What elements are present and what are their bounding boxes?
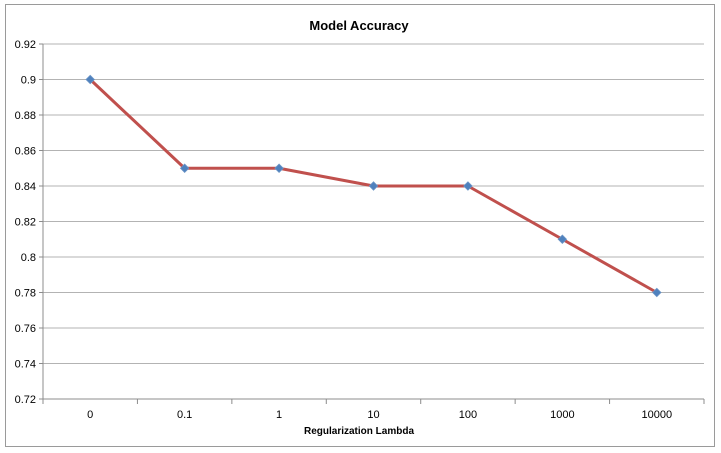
data-point-marker [368, 181, 379, 191]
gridlines [43, 43, 704, 364]
x-tick-label: 0.1 [177, 409, 192, 421]
x-tick-label: 100 [459, 409, 477, 421]
x-tick-label: 10000 [641, 409, 672, 421]
x-tick-label: 10 [367, 409, 379, 421]
y-tick-labels: 0.72 0.74 0.76 0.78 0.8 0.82 0.84 0.86 0.88 0.9 0.… [15, 39, 36, 406]
line-chart: Model Accuracy 0.720.740.760.780.80.820.… [15, 18, 705, 437]
y-tick-label: 0.9 [21, 75, 36, 87]
x-tick-label: 1000 [550, 409, 574, 421]
data-point-marker [463, 181, 473, 191]
y-tick-label: 0.88 [15, 110, 36, 122]
y-tick-label: 0.82 [15, 217, 36, 229]
y-tick-label: 0.92 [15, 39, 36, 51]
chart-title: Model Accuracy [309, 18, 409, 33]
chart-frame: Model Accuracy 0.72 0.74 0.76 0.78 0.8 0.82 0.… [5, 4, 715, 447]
y-tick-label: 0.76 [15, 323, 36, 335]
x-axis-label: Regularization Lambda [304, 426, 414, 437]
data-series [85, 74, 662, 298]
data-point-marker [274, 163, 284, 174]
data-point-marker [85, 74, 95, 85]
data-point-marker [557, 234, 568, 245]
y-tick-label: 0.72 [15, 394, 36, 406]
y-tick-label: 0.84 [15, 181, 36, 193]
axes [39, 43, 705, 404]
y-tick-label: 0.74 [15, 359, 36, 371]
data-point-marker [652, 287, 662, 298]
y-tick-label: 0.78 [15, 288, 36, 300]
y-tick-label: 0.8 [21, 252, 36, 264]
y-tick-label: 0.86 [15, 146, 36, 158]
data-point-marker [179, 163, 190, 174]
x-tick-label: 0 [87, 409, 93, 421]
x-tick-labels: 0 0.1 1 10 100 1000 10000 [87, 409, 672, 421]
x-tick-label: 1 [276, 409, 282, 421]
